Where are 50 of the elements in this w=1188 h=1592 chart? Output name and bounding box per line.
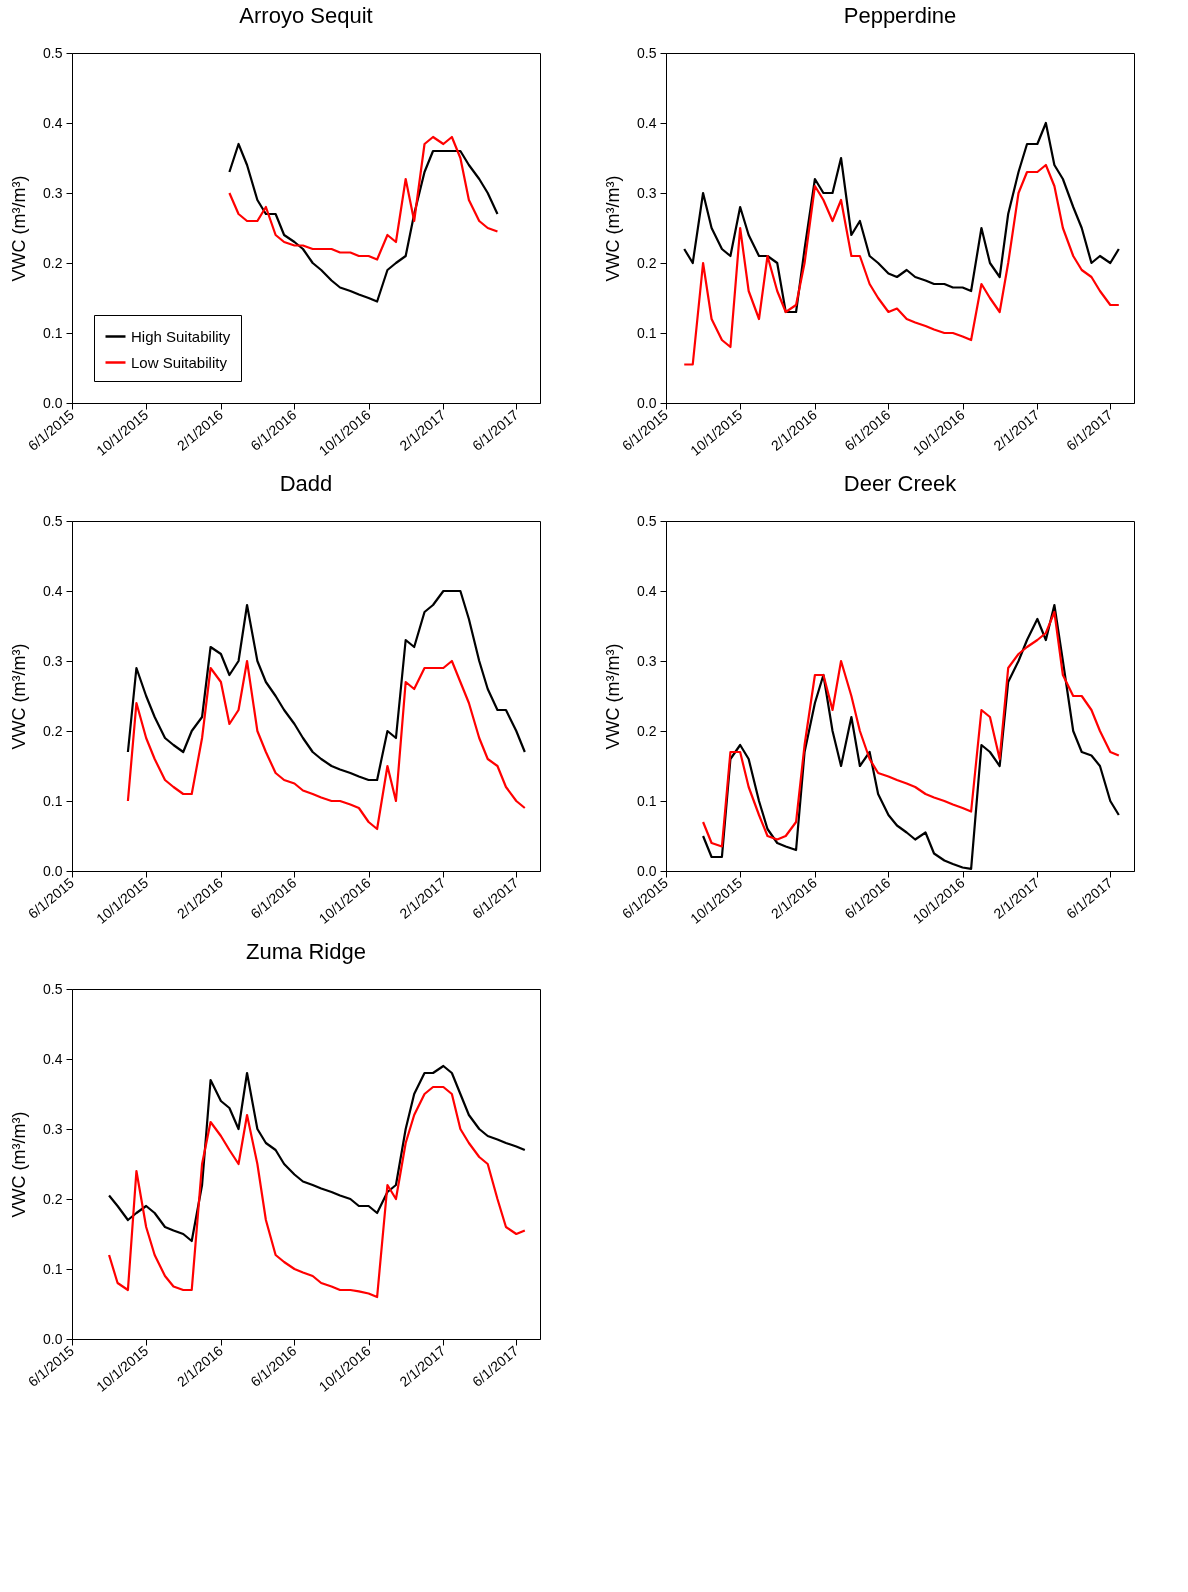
y-tick-label: 0.3 — [43, 652, 63, 669]
line-series — [126, 589, 526, 782]
y-tick-label: 0.3 — [43, 1120, 63, 1137]
y-tick-label: 0.4 — [637, 114, 657, 131]
line-series — [683, 121, 1120, 314]
chart-title: Deer Creek — [843, 471, 958, 496]
y-tick-label: 0.0 — [43, 862, 63, 879]
y-axis-title: VWC (m³/m³) — [9, 643, 30, 750]
y-tick-label: 0.4 — [43, 1050, 63, 1067]
y-tick-label: 0.2 — [637, 254, 657, 271]
y-tick-label: 0.2 — [43, 1190, 63, 1207]
y-tick-label: 0.0 — [637, 862, 657, 879]
y-axis-title: VWC (m³/m³) — [603, 175, 624, 282]
y-tick-label: 0.4 — [43, 582, 63, 599]
y-tick-label: 0.5 — [637, 44, 657, 61]
line-series — [228, 142, 499, 303]
line-series — [683, 163, 1120, 366]
y-axis-title: VWC (m³/m³) — [9, 1111, 30, 1218]
y-tick-label: 0.5 — [637, 512, 657, 529]
legend-label: High Suitability — [131, 327, 231, 345]
chart-title: Pepperdine — [843, 3, 957, 28]
line-series — [126, 659, 526, 831]
y-tick-label: 0.0 — [637, 394, 657, 411]
chart-title: Zuma Ridge — [246, 939, 366, 964]
chart-title: Dadd — [279, 471, 333, 496]
line-series — [228, 135, 499, 261]
y-tick-label: 0.0 — [43, 394, 63, 411]
y-tick-label: 0.2 — [43, 722, 63, 739]
chart-title: Arroyo Sequit — [239, 3, 373, 28]
y-tick-label: 0.5 — [43, 512, 63, 529]
y-tick-label: 0.3 — [637, 652, 657, 669]
y-tick-label: 0.1 — [43, 792, 63, 809]
legend-label: Low Suitability — [131, 353, 228, 371]
y-tick-label: 0.1 — [637, 792, 657, 809]
y-tick-label: 0.0 — [43, 1330, 63, 1347]
y-tick-label: 0.1 — [43, 1260, 63, 1277]
y-tick-label: 0.3 — [637, 184, 657, 201]
y-axis-title: VWC (m³/m³) — [9, 175, 30, 282]
y-tick-label: 0.2 — [43, 254, 63, 271]
line-series — [107, 1085, 526, 1299]
y-tick-label: 0.1 — [637, 324, 657, 341]
y-tick-label: 0.4 — [637, 582, 657, 599]
y-tick-label: 0.5 — [43, 980, 63, 997]
y-axis-title: VWC (m³/m³) — [603, 643, 624, 750]
y-tick-label: 0.5 — [43, 44, 63, 61]
y-tick-label: 0.2 — [637, 722, 657, 739]
y-tick-label: 0.1 — [43, 324, 63, 341]
y-tick-label: 0.4 — [43, 114, 63, 131]
line-series — [107, 1064, 526, 1243]
y-tick-label: 0.3 — [43, 184, 63, 201]
